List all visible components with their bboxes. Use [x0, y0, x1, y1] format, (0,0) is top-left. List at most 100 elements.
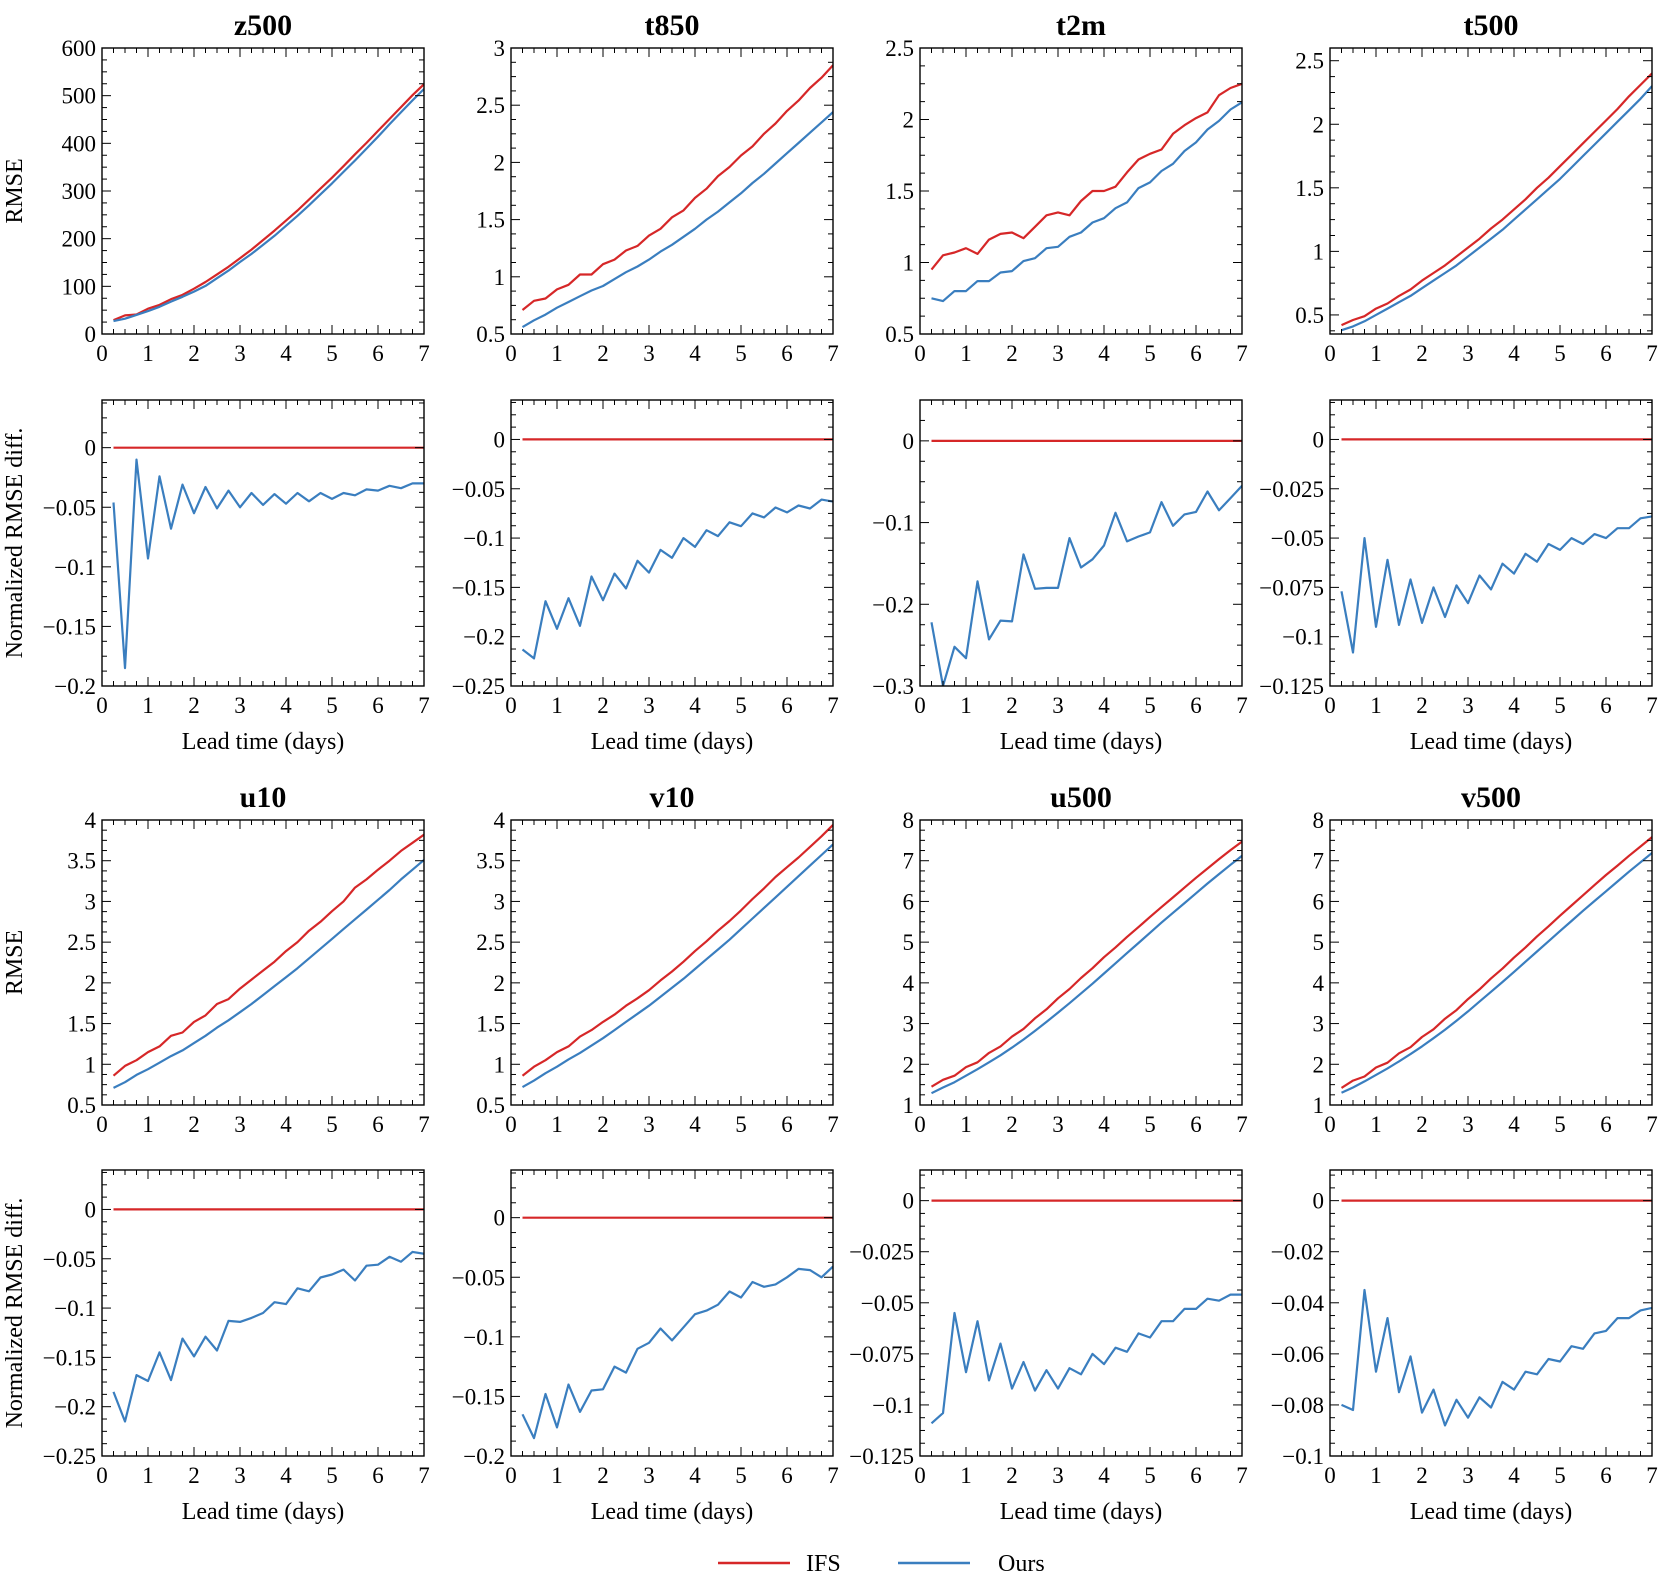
axes-frame: [1329, 819, 1653, 1106]
y-tick-label: 0: [903, 429, 915, 454]
x-tick-label: 1: [960, 1463, 972, 1488]
axes-frame: [919, 819, 1243, 1106]
x-tick-label: 0: [505, 341, 517, 366]
x-tick-label: 5: [1554, 1463, 1566, 1488]
legend-ifs-label: IFS: [806, 1551, 841, 1577]
series-line-ifs: [521, 824, 833, 1077]
x-axis-label: Lead time (days): [1410, 1499, 1573, 1525]
axes-frame: [510, 819, 834, 1106]
panel-z500: 0 1 2 3 4 5 6 7 0 100 200 300 400 500 600 z500 RMSE: [2, 9, 430, 366]
y-tick-label: −0.1: [1282, 625, 1324, 650]
x-tick-label: 7: [418, 693, 430, 718]
y-tick-label: 2: [1313, 112, 1325, 137]
y-tick-label: 1: [1313, 1093, 1325, 1118]
x-tick-label: 3: [1462, 1112, 1474, 1137]
y-tick-label: 2: [85, 971, 97, 996]
x-tick-label: 4: [1508, 341, 1520, 366]
axes-frame: [510, 1169, 834, 1457]
y-axis-label: RMSE: [2, 930, 28, 995]
panel-v10: 0 1 2 3 4 5 6 7 0.5 1 1.5 2 2.5 3 3.5 4 v10: [476, 781, 839, 1137]
x-tick-label: 4: [1098, 1112, 1110, 1137]
series-line-ours: [521, 1265, 833, 1440]
x-tick-label: 0: [96, 693, 108, 718]
x-tick-label: 7: [1646, 341, 1658, 366]
x-tick-label: 0: [1324, 693, 1336, 718]
y-tick-label: 0.5: [885, 322, 914, 347]
x-tick-label: 2: [1416, 693, 1428, 718]
x-tick-label: 2: [188, 1463, 200, 1488]
y-tick-label: 0: [85, 322, 97, 347]
series-line-ifs: [1340, 836, 1652, 1089]
axes-frame: [1329, 399, 1653, 687]
y-tick-label: 1: [903, 251, 915, 276]
series-line-ifs: [112, 833, 424, 1077]
y-tick-label: 400: [62, 131, 97, 156]
x-tick-label: 3: [643, 341, 655, 366]
y-tick-label: −0.2: [54, 674, 96, 699]
x-tick-label: 5: [1554, 693, 1566, 718]
y-tick-label: 2.5: [476, 930, 505, 955]
y-tick-label: 0: [494, 1206, 506, 1231]
x-tick-label: 2: [1416, 341, 1428, 366]
y-tick-label: −0.2: [463, 1444, 505, 1469]
y-tick-label: 2.5: [885, 36, 914, 61]
x-tick-label: 3: [643, 693, 655, 718]
y-tick-label: −0.15: [452, 575, 505, 600]
x-tick-label: 0: [505, 1112, 517, 1137]
series-line-ours: [521, 843, 833, 1089]
panel-diff-4: 0 1 2 3 4 5 6 7 −0.2 −0.15 −0.1 −0.05 0 Lead time (da…: [2, 399, 430, 755]
series-line-ours: [931, 101, 1242, 303]
x-tick-label: 0: [914, 1463, 926, 1488]
series-line-ours: [112, 458, 424, 670]
series-line-ours: [113, 859, 424, 1089]
y-tick-label: 2: [494, 150, 506, 175]
x-tick-label: 4: [689, 1463, 701, 1488]
x-tick-label: 7: [418, 1463, 430, 1488]
x-tick-label: 6: [372, 693, 384, 718]
x-tick-label: 0: [914, 341, 926, 366]
x-tick-label: 7: [1646, 1112, 1658, 1137]
y-tick-label: 8: [1313, 808, 1325, 833]
y-tick-label: 4: [903, 971, 915, 996]
y-tick-label: −0.2: [463, 625, 505, 650]
x-tick-label: 5: [326, 1112, 338, 1137]
x-tick-label: 4: [1508, 1463, 1520, 1488]
series-line-ours: [1341, 85, 1652, 332]
x-tick-label: 6: [372, 341, 384, 366]
x-tick-label: 6: [372, 1112, 384, 1137]
x-tick-label: 7: [827, 1112, 839, 1137]
x-tick-label: 0: [505, 693, 517, 718]
y-tick-label: 1.5: [476, 208, 505, 233]
x-tick-label: 1: [142, 1112, 154, 1137]
y-tick-label: −0.1: [1282, 1444, 1324, 1469]
series-line-ours: [1341, 1288, 1652, 1427]
series-line-ours: [521, 111, 833, 329]
y-tick-label: 2: [494, 971, 506, 996]
x-tick-label: 7: [1236, 1112, 1248, 1137]
x-tick-label: 2: [188, 341, 200, 366]
y-tick-label: 500: [62, 84, 97, 109]
y-tick-label: 2: [1313, 1052, 1325, 1077]
axes-frame: [919, 47, 1243, 335]
y-tick-label: 5: [1313, 930, 1325, 955]
y-tick-label: 7: [1313, 849, 1325, 874]
x-tick-label: 6: [1600, 693, 1612, 718]
panel-diff-14: 0 1 2 3 4 5 6 7 −0.125 −0.1 −0.075 −0.05 −0.025 0 Lead…: [849, 1169, 1248, 1525]
panel-diff-15: 0 1 2 3 4 5 6 7 −0.1 −0.08 −0.06 −0.04 −0.02 0 Lead ti…: [1271, 1169, 1658, 1525]
y-tick-label: 0: [85, 436, 97, 461]
y-tick-label: 0: [494, 427, 506, 452]
axes-frame: [510, 47, 834, 335]
x-tick-label: 1: [1370, 693, 1382, 718]
y-tick-label: 3.5: [476, 849, 505, 874]
panel-title: u500: [1050, 781, 1112, 814]
series-line-ours: [113, 88, 424, 323]
x-tick-label: 5: [735, 1112, 747, 1137]
y-tick-label: 3: [85, 889, 97, 914]
y-tick-label: −0.025: [1259, 477, 1324, 502]
x-tick-label: 1: [960, 693, 972, 718]
y-tick-label: −0.15: [43, 614, 96, 639]
x-tick-label: 2: [1416, 1112, 1428, 1137]
y-tick-label: 6: [1313, 889, 1325, 914]
y-tick-label: −0.25: [452, 674, 505, 699]
x-tick-label: 3: [643, 1463, 655, 1488]
